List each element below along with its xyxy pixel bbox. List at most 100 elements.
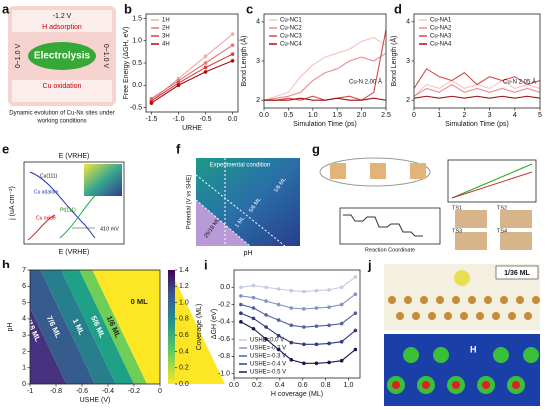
- marker: [276, 347, 281, 352]
- region-label: 0 ML: [131, 297, 149, 306]
- y-tick-label: -0.4: [218, 319, 230, 326]
- axes-frame: [145, 13, 239, 113]
- marker: [302, 325, 306, 329]
- marker: [149, 101, 154, 105]
- marker: [251, 316, 256, 321]
- panel-e: 410 mV Cu oxide Cu(111) Pt(111) Cu adato…: [9, 153, 125, 256]
- series-line: [264, 29, 387, 101]
- legend-label: Cu-NA3: [430, 34, 452, 40]
- colorbar-tick-label: 0.6: [179, 332, 189, 339]
- marker: [230, 43, 235, 47]
- marker: [339, 321, 344, 326]
- annotation: Cu-N 2.00 Å: [349, 78, 382, 85]
- series-line: [151, 60, 233, 104]
- curve: [451, 171, 533, 199]
- colorbar-tick-label: 1.0: [179, 299, 189, 306]
- top-axis-label: E (VRHE): [59, 153, 90, 160]
- marker: [289, 288, 294, 293]
- potential-label: -1.2 V: [53, 13, 72, 20]
- caption: working conditions: [36, 119, 86, 125]
- marker: [230, 58, 235, 63]
- y-tick-label: 2: [256, 97, 260, 104]
- structure: [370, 163, 386, 179]
- x-tick-label: -0.6: [76, 388, 88, 395]
- structure: [455, 232, 487, 250]
- panel-j: 1/36 ML H: [384, 264, 540, 406]
- colorbar-tick-label: 1.4: [179, 267, 189, 274]
- marker: [353, 311, 358, 316]
- x-tick-label: 0.0: [228, 116, 238, 123]
- curve: [451, 163, 533, 199]
- caption: Dynamic evolution of Cu-Nx sites under: [9, 111, 114, 117]
- electrolysis-ellipse: [28, 42, 96, 70]
- x-axis-label: Simulation Time (ps): [445, 121, 509, 128]
- axes-frame: [413, 13, 541, 109]
- x-tick-label: 0.6: [298, 382, 308, 389]
- axes-frame: [233, 269, 361, 379]
- x-axis-label: Reaction Coordinate: [365, 247, 415, 253]
- marker: [264, 285, 268, 290]
- colorbar: [168, 270, 175, 384]
- marker: [276, 318, 281, 322]
- colorbar-tick-label: 0.0: [179, 381, 189, 388]
- label-box: [495, 265, 539, 280]
- state-label: TS1: [452, 205, 462, 211]
- state-label: TS2: [497, 205, 507, 211]
- structure: [455, 210, 487, 228]
- coverage-region: [92, 270, 226, 384]
- marker: [314, 306, 319, 310]
- legend-label: Cu-NC2: [280, 26, 302, 32]
- legend-label: 4H: [162, 42, 170, 48]
- y-tick-label: 0.0: [132, 82, 142, 89]
- marker: [239, 285, 243, 290]
- y-tick-label: 3: [406, 58, 410, 65]
- y-tick-label: 4: [406, 19, 410, 26]
- y-axis-label: Potential (V vs SHE): [187, 175, 193, 230]
- y-tick-label: 3: [22, 332, 26, 339]
- y-axis-label: Bond Length (Å): [389, 36, 398, 87]
- state-label: TS3: [452, 228, 462, 234]
- panel-label: j: [367, 257, 372, 272]
- curve: [27, 214, 56, 241]
- marker: [239, 302, 243, 307]
- x-tick-label: 2: [462, 112, 466, 119]
- panel-label: c: [246, 1, 253, 16]
- marker: [289, 340, 294, 345]
- axes-frame: [23, 161, 125, 245]
- state-label: TS4: [497, 228, 507, 234]
- structure: [500, 232, 532, 250]
- coverage-label: 1/36 ML: [504, 270, 530, 277]
- legend-label: USHE=-0.2 V: [250, 346, 286, 352]
- x-tick-label: -1: [27, 388, 33, 395]
- y-tick-label: 2: [22, 348, 26, 355]
- x-tick-label: 0: [412, 112, 416, 119]
- mask: [160, 268, 170, 386]
- y-tick-label: -0.5: [130, 104, 142, 111]
- panel-label: i: [204, 257, 208, 272]
- x-tick-label: 1.0: [344, 382, 354, 389]
- x-axis-label: H coverage (ML): [271, 391, 323, 398]
- marker: [276, 302, 281, 307]
- cycle: [319, 157, 431, 187]
- colorbar-label: Coverage (ML): [196, 304, 203, 351]
- series-line: [413, 95, 541, 99]
- x-tick-label: -1.5: [145, 116, 157, 123]
- series-line: [240, 321, 356, 364]
- region-label: 1 ML: [234, 216, 246, 229]
- marker: [239, 311, 243, 316]
- series-line: [151, 44, 233, 100]
- marker: [302, 289, 306, 294]
- annotation: 410 mV: [100, 226, 119, 232]
- marker: [302, 307, 306, 311]
- panel-a: Electrolysis -1.2 V H adsorption Cu oxid…: [8, 6, 116, 125]
- axes-frame: [263, 13, 387, 109]
- x-tick-label: 4: [513, 112, 517, 119]
- marker: [327, 360, 331, 365]
- marker: [230, 32, 235, 36]
- x-tick-label: 2.5: [381, 112, 391, 119]
- structure: [330, 163, 346, 179]
- legend-label: Cu-NC4: [280, 42, 302, 48]
- legend-label: USHE=-0.5 V: [250, 370, 286, 376]
- y-tick-label: -0.2: [218, 301, 230, 308]
